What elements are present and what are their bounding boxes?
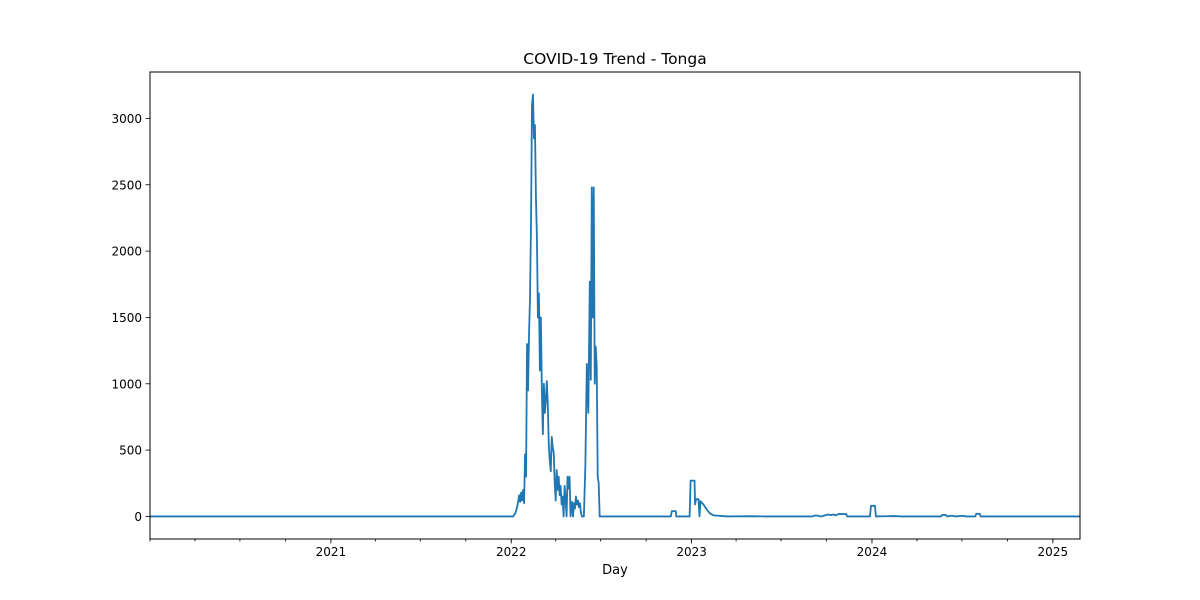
series-line <box>150 93 1080 518</box>
x-tick-label: 2022 <box>496 545 527 559</box>
y-axis-ticks: 0 500 1000 1500 2000 2500 3000 <box>111 112 150 524</box>
x-axis-label: Day <box>602 563 628 578</box>
x-axis-ticks: 2021 2022 2023 2024 2025 <box>149 539 1069 559</box>
y-tick-label: 2000 <box>111 245 142 259</box>
y-tick-label: 1000 <box>111 377 142 391</box>
plot-area-frame <box>149 71 1081 540</box>
y-tick-label: 500 <box>119 444 142 458</box>
x-tick-label: 2023 <box>676 545 707 559</box>
y-tick-label: 0 <box>134 510 142 524</box>
x-tick-label: 2024 <box>857 545 888 559</box>
y-tick-label: 2500 <box>111 178 142 192</box>
x-tick-label: 2021 <box>316 545 347 559</box>
y-tick-label: 1500 <box>111 311 142 325</box>
chart-title: COVID-19 Trend - Tonga <box>523 50 706 68</box>
y-tick-label: 3000 <box>111 112 142 126</box>
x-tick-label: 2025 <box>1038 545 1069 559</box>
